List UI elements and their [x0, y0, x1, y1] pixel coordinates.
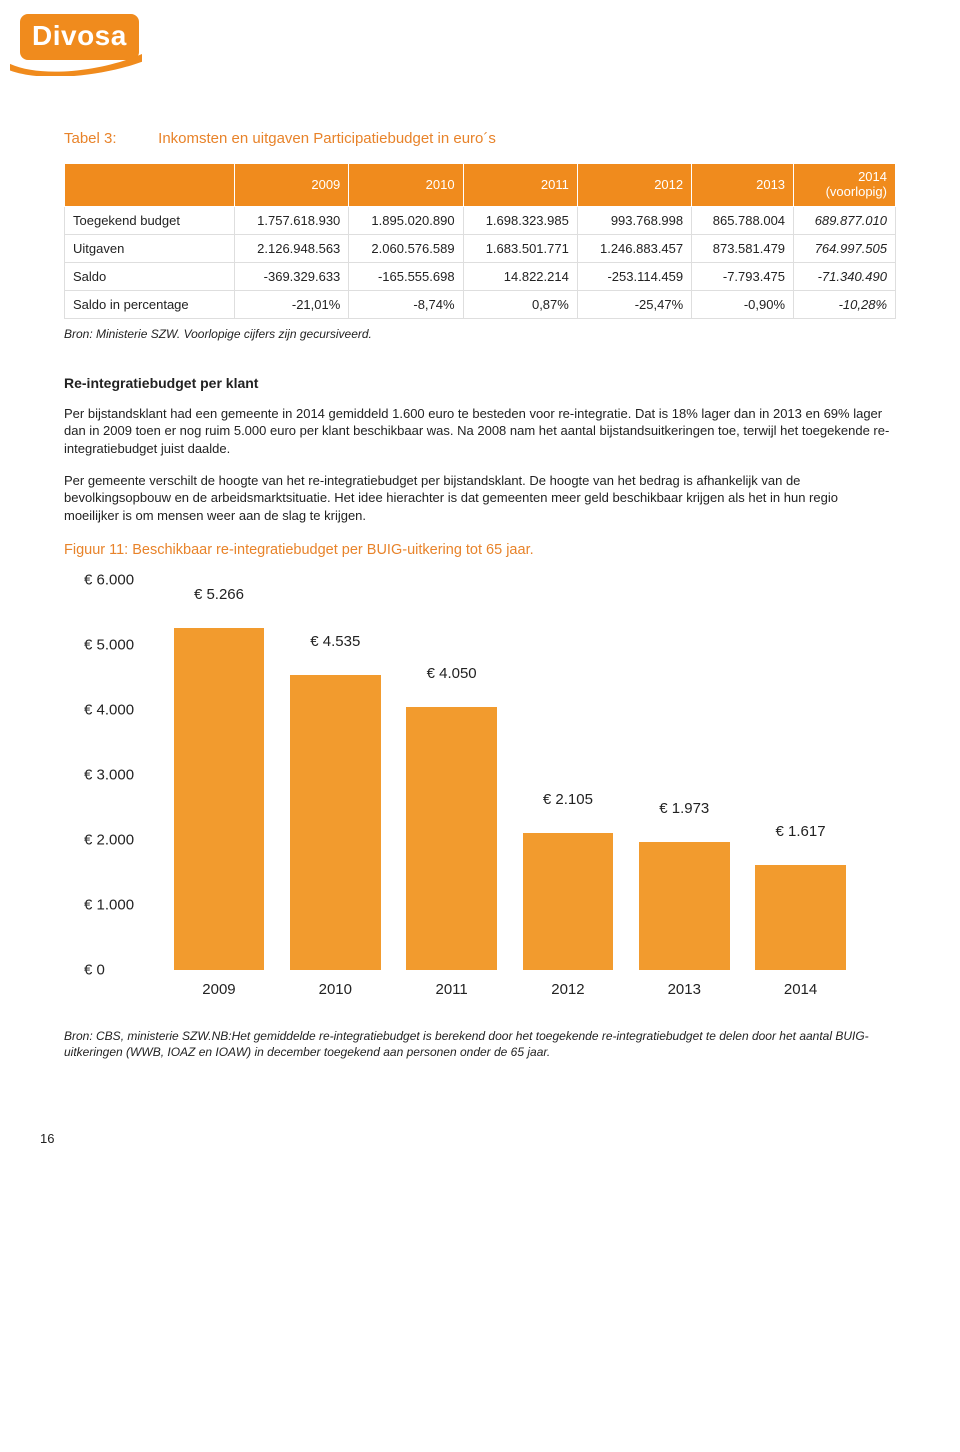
- chart-xtick: 2010: [319, 981, 352, 998]
- table-cell: 865.788.004: [692, 206, 794, 234]
- table3-header-empty: [65, 164, 235, 207]
- logo-swoosh-icon: [10, 54, 142, 76]
- table-row: Toegekend budget1.757.618.9301.895.020.8…: [65, 206, 896, 234]
- chart-bar-label: € 2.105: [543, 791, 593, 812]
- chart-bar-label: € 1.617: [776, 823, 826, 844]
- page-number: 16: [40, 1131, 896, 1146]
- chart-bar: [639, 842, 730, 970]
- table3-header-cell: 2012: [577, 164, 691, 207]
- table-cell: 1.683.501.771: [463, 234, 577, 262]
- logo-box: Divosa: [20, 14, 139, 60]
- chart-xtick: 2013: [668, 981, 701, 998]
- chart-bar-label: € 4.535: [310, 633, 360, 654]
- table-cell: 764.997.505: [794, 234, 896, 262]
- chart-ytick: € 3.000: [84, 767, 154, 784]
- table3: 2009 2010 2011 2012 2013 2014 (voorlopig…: [64, 163, 896, 319]
- chart-xtick: 2012: [551, 981, 584, 998]
- figure11-title: Figuur 11: Beschikbaar re-integratiebudg…: [64, 542, 896, 558]
- chart-ytick: € 1.000: [84, 897, 154, 914]
- table-cell: 1.757.618.930: [235, 206, 349, 234]
- table-cell: 2.126.948.563: [235, 234, 349, 262]
- chart-bar: [174, 628, 265, 970]
- table-cell: -0,90%: [692, 290, 794, 318]
- figure11-plot-area: € 5.2662009€ 4.5352010€ 4.0502011€ 2.105…: [159, 580, 886, 970]
- chart-bar: [755, 865, 846, 970]
- chart-bar-label: € 5.266: [194, 586, 244, 607]
- chart-ytick: € 0: [84, 962, 154, 979]
- table-cell: 14.822.214: [463, 262, 577, 290]
- chart-ytick: € 2.000: [84, 832, 154, 849]
- figure11-source: Bron: CBS, ministerie SZW.NB:Het gemidde…: [64, 1028, 896, 1060]
- table-cell: 993.768.998: [577, 206, 691, 234]
- table-cell: 1.698.323.985: [463, 206, 577, 234]
- table-row-label: Saldo: [65, 262, 235, 290]
- table3-header-cell: 2009: [235, 164, 349, 207]
- table-cell: -71.340.490: [794, 262, 896, 290]
- table3-header-last-top: 2014: [858, 169, 887, 184]
- table-row-label: Saldo in percentage: [65, 290, 235, 318]
- table-cell: 0,87%: [463, 290, 577, 318]
- table-cell: 873.581.479: [692, 234, 794, 262]
- table-cell: -8,74%: [349, 290, 463, 318]
- table3-header-cell: 2010: [349, 164, 463, 207]
- table-row-label: Toegekend budget: [65, 206, 235, 234]
- table-cell: -253.114.459: [577, 262, 691, 290]
- table-cell: -165.555.698: [349, 262, 463, 290]
- paragraph-2: Per gemeente verschilt de hoogte van het…: [64, 472, 896, 525]
- section-heading: Re-integratiebudget per klant: [64, 375, 896, 391]
- table-cell: -369.329.633: [235, 262, 349, 290]
- table-cell: -21,01%: [235, 290, 349, 318]
- table3-header-cell-last: 2014 (voorlopig): [794, 164, 896, 207]
- logo-text: Divosa: [32, 20, 127, 51]
- table-cell: 689.877.010: [794, 206, 896, 234]
- chart-xtick: 2009: [202, 981, 235, 998]
- table3-header-cell: 2011: [463, 164, 577, 207]
- table-row: Saldo in percentage-21,01%-8,74%0,87%-25…: [65, 290, 896, 318]
- table-row: Saldo-369.329.633-165.555.69814.822.214-…: [65, 262, 896, 290]
- chart-bar-label: € 4.050: [427, 665, 477, 686]
- chart-bar: [523, 833, 614, 970]
- chart-bar-label: € 1.973: [659, 800, 709, 821]
- table-cell: 1.895.020.890: [349, 206, 463, 234]
- table3-header-row: 2009 2010 2011 2012 2013 2014 (voorlopig…: [65, 164, 896, 207]
- table-cell: -25,47%: [577, 290, 691, 318]
- paragraph-1: Per bijstandsklant had een gemeente in 2…: [64, 405, 896, 458]
- chart-ytick: € 4.000: [84, 702, 154, 719]
- table3-source: Bron: Ministerie SZW. Voorlopige cijfers…: [64, 327, 896, 341]
- table-row: Uitgaven2.126.948.5632.060.576.5891.683.…: [65, 234, 896, 262]
- chart-xtick: 2011: [435, 981, 467, 998]
- table3-header-last-bottom: (voorlopig): [826, 184, 887, 199]
- table-cell: -7.793.475: [692, 262, 794, 290]
- chart-bar: [290, 675, 381, 970]
- chart-ytick: € 6.000: [84, 572, 154, 589]
- table-cell: 1.246.883.457: [577, 234, 691, 262]
- chart-ytick: € 5.000: [84, 637, 154, 654]
- table3-title-text: Inkomsten en uitgaven Participatiebudget…: [158, 130, 496, 147]
- chart-bar: [406, 707, 497, 970]
- table-cell: -10,28%: [794, 290, 896, 318]
- table3-title-label: Tabel 3:: [64, 130, 154, 147]
- chart-xtick: 2014: [784, 981, 817, 998]
- table3-title: Tabel 3: Inkomsten en uitgaven Participa…: [64, 130, 896, 147]
- table-row-label: Uitgaven: [65, 234, 235, 262]
- logo: Divosa: [20, 14, 896, 60]
- figure11-chart: € 5.266 2009 € 4.535 2010 € 4.050 2011 € 2.105…: [84, 580, 886, 1010]
- table-cell: 2.060.576.589: [349, 234, 463, 262]
- table3-header-cell: 2013: [692, 164, 794, 207]
